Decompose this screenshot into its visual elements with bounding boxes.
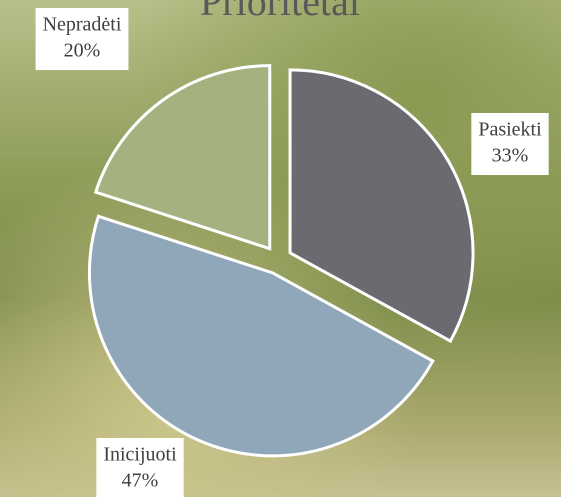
label-category: Inicijuoti xyxy=(103,444,177,466)
chart-title: Prioritetai xyxy=(200,0,360,24)
label-value: 33% xyxy=(492,145,529,167)
label-category: Pasiekti xyxy=(478,119,542,141)
pie-slice xyxy=(96,66,270,249)
label-category: Nepradėti xyxy=(43,14,122,36)
label-value: 20% xyxy=(64,40,101,62)
data-label: Nepradėti 20% xyxy=(36,8,129,70)
data-label: Pasiekti 33% xyxy=(471,113,548,175)
slide: Prioritetai Pasiekti 33% Inicijuoti 47% Nepr… xyxy=(0,0,561,497)
data-label: Inicijuoti 47% xyxy=(96,438,183,497)
label-value: 47% xyxy=(122,470,159,492)
chart: Prioritetai Pasiekti 33% Inicijuoti 47% Nepr… xyxy=(0,0,561,497)
